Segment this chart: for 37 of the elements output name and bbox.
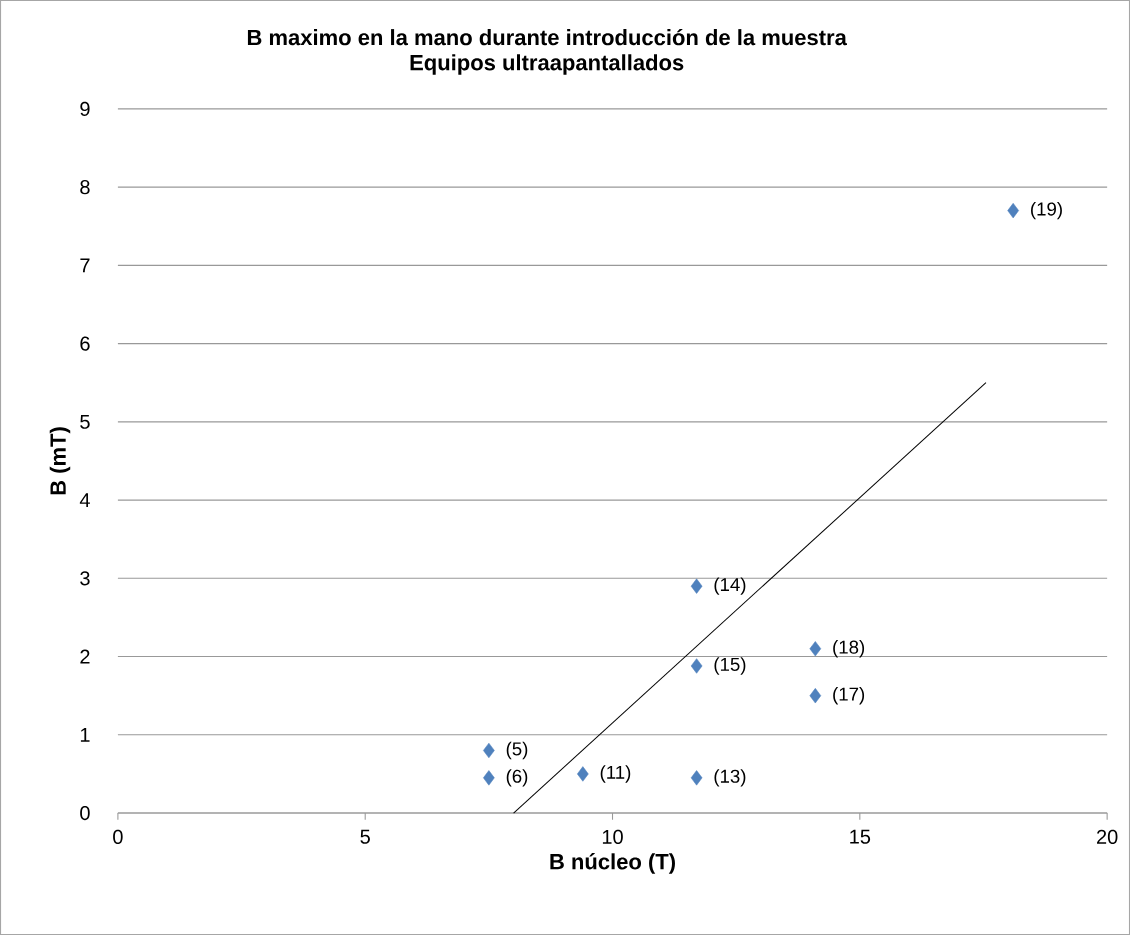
annotation: (5) bbox=[506, 741, 528, 760]
point bbox=[809, 688, 822, 704]
point bbox=[483, 742, 495, 759]
x-tick-label: 10 bbox=[602, 829, 623, 844]
x-axis-title: B núcleo (T) bbox=[550, 853, 675, 874]
y-tick-label: 3 bbox=[80, 571, 90, 586]
x-tick-label: 20 bbox=[1097, 829, 1118, 844]
chart-title: B maximo en la mano durante introducción de la muestra bbox=[247, 28, 847, 46]
point bbox=[1007, 203, 1019, 219]
annotation: (6) bbox=[506, 769, 528, 787]
x-tick-label: 0 bbox=[113, 829, 123, 844]
y-tick-label: 6 bbox=[80, 336, 90, 351]
annotation: (18) bbox=[833, 640, 865, 658]
point bbox=[483, 770, 495, 786]
annotation: (15) bbox=[714, 657, 746, 675]
annotation: (19) bbox=[1031, 201, 1062, 220]
y-tick-label: 0 bbox=[80, 805, 90, 821]
annotation: (11) bbox=[600, 765, 631, 783]
x-tick-label: 15 bbox=[850, 829, 871, 844]
y-tick-label: 8 bbox=[80, 180, 90, 195]
x-tick-label: 5 bbox=[360, 829, 370, 844]
y-tick-label: 1 bbox=[80, 727, 90, 742]
annotation: (13) bbox=[714, 769, 746, 787]
y-axis-title: B (mT) bbox=[49, 427, 71, 495]
y-tick-label: 4 bbox=[79, 493, 90, 507]
point bbox=[690, 658, 703, 674]
y-tick-label: 2 bbox=[80, 649, 90, 664]
point bbox=[690, 770, 703, 786]
y-tick-label: 7 bbox=[80, 258, 90, 273]
point bbox=[577, 766, 589, 782]
y-tick-label: 9 bbox=[80, 101, 90, 116]
chart-subtitle: Equipos ultraapantallados bbox=[410, 54, 684, 75]
y-tick-label: 5 bbox=[80, 414, 90, 429]
point bbox=[690, 578, 703, 594]
annotation: (14) bbox=[714, 577, 746, 595]
point bbox=[809, 641, 822, 657]
annotation: (17) bbox=[833, 687, 865, 705]
